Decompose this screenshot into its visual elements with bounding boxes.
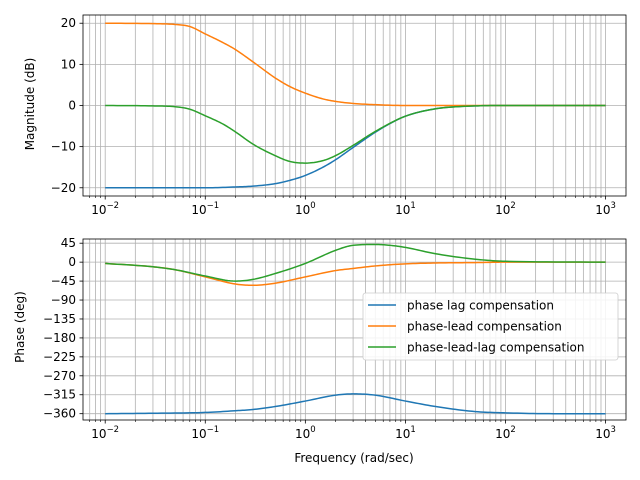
legend: phase lag compensation phase-lead compens… xyxy=(362,292,619,361)
phase-xlabel: Frequency (rad/sec) xyxy=(294,451,413,465)
series-line-0 xyxy=(105,393,606,415)
x-tick-label: 10−2 xyxy=(91,201,119,217)
series-line-2 xyxy=(105,243,606,282)
y-tick-label: −270 xyxy=(43,369,76,383)
y-tick-label: −315 xyxy=(43,388,76,402)
phase-ylabel: Phase (deg) xyxy=(13,291,27,363)
y-tick-label: 0 xyxy=(68,255,76,269)
x-tick-label: 100 xyxy=(295,201,316,217)
y-tick-label: −90 xyxy=(51,293,76,307)
legend-label-1: phase-lead compensation xyxy=(407,320,562,334)
magnitude-ylabel: Magnitude (dB) xyxy=(23,58,37,151)
x-tick-label: 103 xyxy=(595,201,616,217)
y-tick-label: −10 xyxy=(51,140,76,154)
x-tick-label: 102 xyxy=(495,201,516,217)
y-tick-label: 10 xyxy=(61,57,76,71)
series-line-2 xyxy=(105,104,606,164)
y-tick-label: −180 xyxy=(43,331,76,345)
series-line-1 xyxy=(105,22,606,107)
x-tick-label: 10−1 xyxy=(191,425,219,441)
axes-frame xyxy=(82,238,627,421)
y-tick-label: 0 xyxy=(68,99,76,113)
y-tick-label: −20 xyxy=(51,181,76,195)
legend-label-0: phase lag compensation xyxy=(407,299,554,313)
x-tick-label: 101 xyxy=(395,425,416,441)
y-tick-label: −225 xyxy=(43,350,76,364)
x-tick-label: 100 xyxy=(295,425,316,441)
x-tick-label: 10−1 xyxy=(191,201,219,217)
y-tick-label: 20 xyxy=(61,16,76,30)
axes-frame xyxy=(82,14,627,197)
y-tick-label: −45 xyxy=(51,274,76,288)
magnitude-axes: 10−2 10−1 100 101 102 103 −20 −10 0 10 20 xyxy=(51,14,627,217)
legend-box xyxy=(362,292,619,361)
legend-label-2: phase-lead-lag compensation xyxy=(407,341,585,355)
x-tick-label: 10−2 xyxy=(91,425,119,441)
x-tick-label: 101 xyxy=(395,201,416,217)
y-tick-label: 45 xyxy=(61,236,76,250)
y-tick-label: −360 xyxy=(43,407,76,421)
x-tick-label: 103 xyxy=(595,425,616,441)
x-tick-label: 102 xyxy=(495,425,516,441)
y-tick-label: −135 xyxy=(43,312,76,326)
